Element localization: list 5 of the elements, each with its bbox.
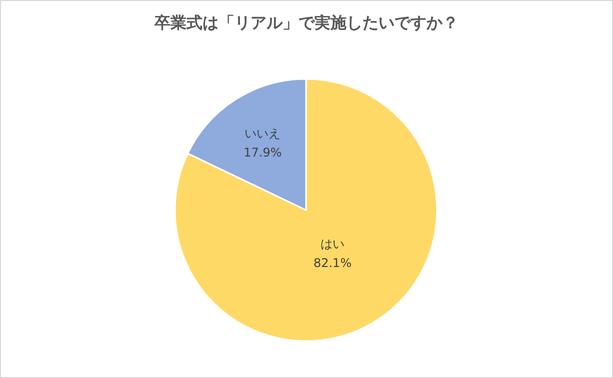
slice-label: はい — [320, 237, 345, 252]
data-label: 17.9% — [244, 145, 282, 160]
slice-label: いいえ — [244, 126, 281, 140]
data-label: 82.1% — [313, 256, 352, 270]
chart-title: 卒業式は「リアル」で実施したいですか？ — [154, 13, 458, 32]
